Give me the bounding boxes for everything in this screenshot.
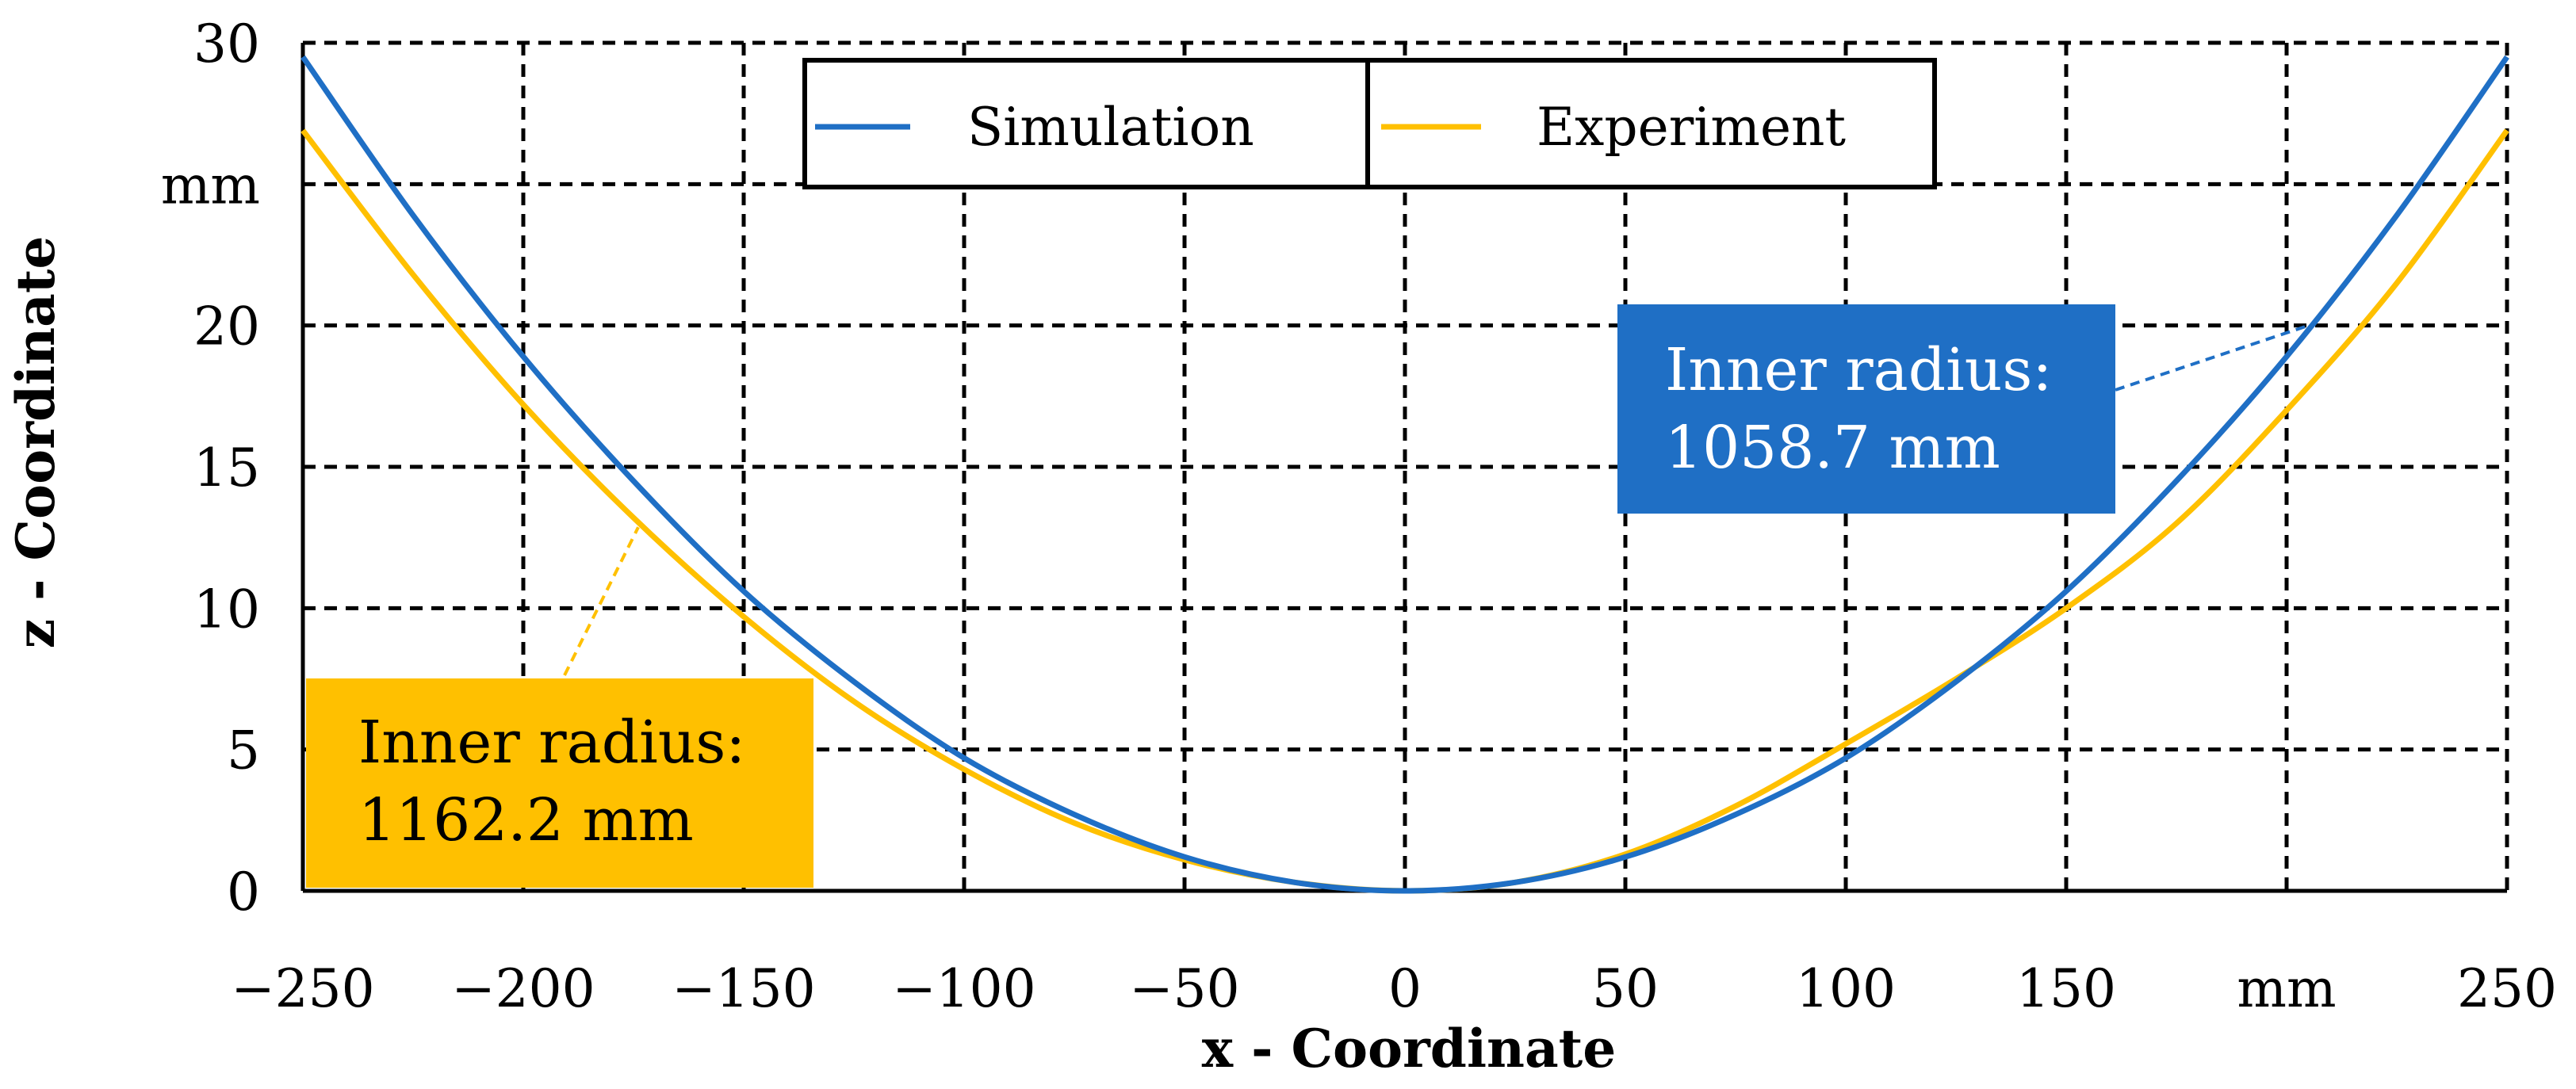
y-tick-label: 20 (193, 296, 260, 357)
x-tick-label: 250 (2457, 958, 2557, 1019)
y-tick-label: 15 (193, 438, 260, 499)
y-tick-label: 10 (193, 579, 260, 640)
callouts: Inner radius: 1058.7 mm Inner radius: 11… (306, 304, 2310, 888)
y-tick-label: mm (161, 155, 260, 216)
y-tick-label: 5 (227, 720, 260, 781)
callout-label-simulation: Inner radius: (1665, 336, 2052, 404)
x-tick-label: 100 (1796, 958, 1896, 1019)
y-tick-label: 0 (227, 862, 260, 923)
x-tick-labels: −250 −200 −150 −100 −50 0 50 100 150 mm 250 (231, 958, 2557, 1019)
callout-simulation: Inner radius: 1058.7 mm (1617, 304, 2310, 514)
legend-label-simulation: Simulation (967, 97, 1254, 158)
y-tick-labels: 0 5 10 15 20 mm 30 (161, 13, 260, 923)
callout-box-simulation (1617, 304, 2115, 514)
x-tick-label: mm (2237, 958, 2336, 1019)
callout-leader-experiment (563, 526, 640, 676)
callout-box-experiment (306, 678, 813, 888)
data-series (300, 55, 2509, 894)
x-axis-title: x - Coordinate (1202, 1018, 1617, 1079)
callout-value-experiment: 1162.2 mm (358, 786, 694, 854)
series-line-simulation (300, 55, 2509, 894)
legend: Simulation Experiment (802, 58, 1937, 189)
x-tick-label: 50 (1592, 958, 1659, 1019)
x-tick-label: −250 (231, 958, 374, 1019)
x-tick-label: 150 (2016, 958, 2116, 1019)
x-tick-label: −150 (672, 958, 815, 1019)
x-tick-label: −100 (892, 958, 1035, 1019)
callout-leader-simulation (2115, 323, 2310, 392)
legend-box-experiment (1365, 58, 1937, 189)
callout-label-experiment: Inner radius: (358, 709, 745, 777)
callout-value-simulation: 1058.7 mm (1665, 414, 2000, 482)
y-axis-title: z - Coordinate (5, 236, 67, 649)
x-tick-label: −200 (451, 958, 595, 1019)
callout-experiment: Inner radius: 1162.2 mm (306, 526, 813, 888)
legend-box-simulation (802, 58, 1370, 189)
y-tick-label: 30 (193, 13, 260, 75)
x-tick-label: −50 (1129, 958, 1239, 1019)
legend-label-experiment: Experiment (1537, 97, 1846, 158)
x-tick-label: 0 (1388, 958, 1422, 1019)
